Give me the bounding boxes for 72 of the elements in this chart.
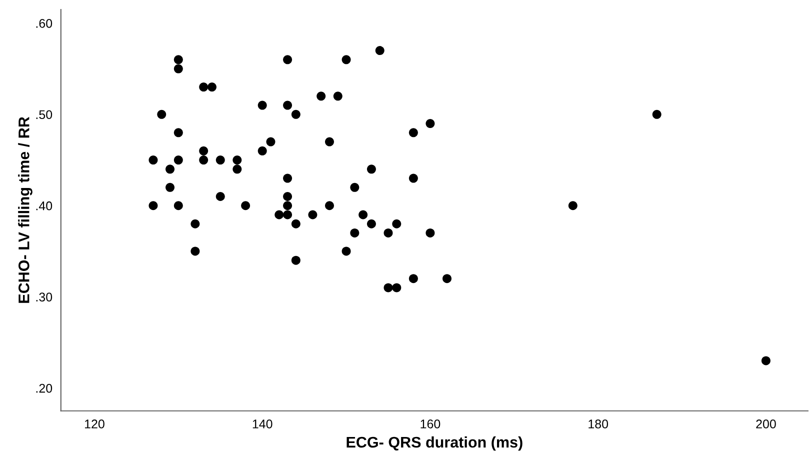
- point: [384, 283, 393, 292]
- point: [283, 174, 292, 183]
- point: [426, 119, 435, 128]
- point: [166, 164, 175, 174]
- point: [342, 55, 351, 64]
- point: [199, 82, 208, 92]
- point: [291, 110, 300, 119]
- point: [190, 219, 200, 228]
- point: [258, 100, 267, 110]
- point: [148, 156, 158, 165]
- point: [174, 64, 183, 74]
- point: [392, 219, 402, 228]
- point: [384, 228, 393, 238]
- point: [174, 128, 183, 138]
- point: [568, 201, 578, 210]
- point: [283, 210, 292, 220]
- point: [442, 274, 452, 284]
- point: [207, 82, 216, 92]
- point: [166, 182, 175, 192]
- point: [157, 110, 166, 119]
- point: [350, 182, 360, 192]
- point: [216, 156, 225, 165]
- point: [392, 283, 402, 292]
- point: [190, 246, 200, 256]
- point: [652, 110, 662, 119]
- x-tick-label: 160: [420, 420, 440, 428]
- point: [283, 201, 292, 210]
- point: [325, 201, 334, 210]
- y-axis-title: ECHO- LV filling time / RR: [18, 116, 32, 303]
- x-tick-label: 180: [588, 420, 608, 428]
- point: [266, 137, 276, 146]
- point: [358, 210, 368, 220]
- point: [375, 46, 384, 56]
- point: [283, 100, 292, 110]
- point: [308, 210, 318, 220]
- point: [174, 156, 183, 165]
- y-tick-label: .30: [36, 292, 52, 302]
- point: [316, 92, 326, 101]
- point: [366, 164, 376, 174]
- point: [216, 192, 225, 202]
- point: [408, 174, 418, 183]
- point: [342, 246, 351, 256]
- y-tick-label: .40: [36, 201, 52, 210]
- point: [241, 201, 250, 210]
- x-tick-label: 200: [756, 420, 776, 428]
- point: [350, 228, 360, 238]
- point: [274, 210, 284, 220]
- y-tick-label: .60: [36, 18, 52, 28]
- x-tick-label: 120: [85, 420, 104, 428]
- point: [408, 274, 418, 284]
- point: [174, 55, 183, 64]
- point: [408, 128, 418, 138]
- x-tick-label: 140: [252, 420, 272, 428]
- point: [761, 356, 770, 366]
- y-tick-label: .50: [36, 110, 52, 120]
- point: [366, 219, 376, 228]
- y-tick-label: .20: [36, 384, 52, 393]
- point: [199, 146, 208, 156]
- point: [333, 92, 342, 101]
- point: [174, 201, 183, 210]
- point: [258, 146, 267, 156]
- x-axis-title: ECG- QRS duration (ms): [346, 436, 522, 451]
- point: [283, 55, 292, 64]
- point: [291, 219, 300, 228]
- point: [325, 137, 334, 146]
- point: [232, 156, 242, 165]
- point: [199, 156, 208, 165]
- point: [283, 192, 292, 202]
- point: [426, 228, 435, 238]
- point: [232, 164, 242, 174]
- point: [148, 201, 158, 210]
- point: [291, 256, 300, 265]
